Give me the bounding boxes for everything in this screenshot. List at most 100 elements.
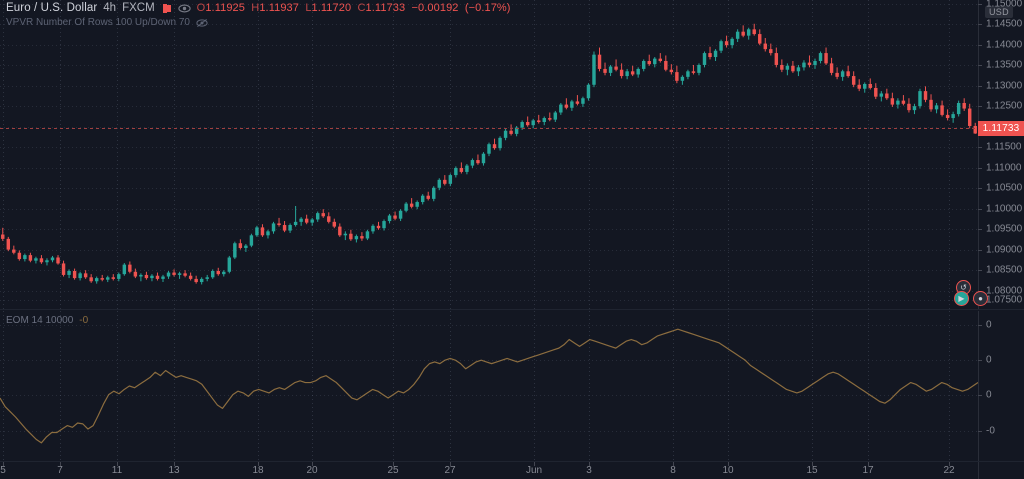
time-axis-label: 11: [111, 465, 123, 476]
price-axis[interactable]: USD 1.15000 1.14500 1.14000 1.13500 1.13000 1…: [978, 0, 1024, 309]
chart-legend-main: Euro / U.S. Dollar 4h FXCM O1.11925 H1.1…: [6, 2, 511, 15]
grid-line-vertical: [812, 311, 813, 461]
exchange-label[interactable]: FXCM: [122, 2, 155, 14]
price-axis-tick: [978, 270, 982, 271]
price-axis-tick: [978, 229, 982, 230]
time-axis-tick: [258, 462, 259, 466]
time-axis-tick: [812, 462, 813, 466]
price-axis-label: 1.08000: [986, 285, 1023, 297]
time-axis-label: 8: [670, 465, 676, 476]
grid-line-vertical: [174, 311, 175, 461]
price-axis-label: 1.12500: [986, 100, 1023, 112]
time-axis-tick: [450, 462, 451, 466]
close-key: C: [357, 2, 366, 14]
grid-line-vertical: [673, 0, 674, 309]
time-axis-label: 20: [306, 465, 318, 476]
time-axis-divider: [978, 462, 979, 479]
eom-axis-label: 0: [986, 389, 992, 401]
grid-line-vertical: [60, 311, 61, 461]
grid-line-vertical: [3, 311, 4, 461]
grid-line-vertical: [174, 0, 175, 309]
currency-badge: USD: [985, 6, 1013, 18]
symbol-title[interactable]: Euro / U.S. Dollar: [6, 2, 98, 14]
chart-legend-vpvr: VPVR Number Of Rows 100 Up/Down 70: [6, 16, 208, 29]
time-axis-tick: [534, 462, 535, 466]
time-axis-label: 13: [168, 465, 180, 476]
grid-line-horizontal: [0, 86, 978, 87]
price-axis-tick: [978, 168, 982, 169]
eom-axis-border: [978, 311, 979, 461]
price-axis-label: 1.10000: [986, 203, 1023, 215]
price-axis-tick: [978, 250, 982, 251]
scroll-to-realtime-button[interactable]: ▶: [954, 291, 969, 306]
grid-line-horizontal: [0, 250, 978, 251]
eom-axis-tick: [978, 360, 982, 361]
pane-divider-top[interactable]: [0, 309, 1024, 310]
grid-line-vertical: [728, 0, 729, 309]
time-axis-tick: [728, 462, 729, 466]
time-axis-tick: [949, 462, 950, 466]
eom-axis[interactable]: 0 0 0 -0: [978, 311, 1024, 461]
eom-label[interactable]: EOM 14 10000: [6, 315, 74, 326]
time-axis-tick: [673, 462, 674, 466]
candlestick-series: [1, 23, 977, 285]
current-price-tag: 1.11733: [978, 121, 1024, 136]
grid-line-horizontal: [0, 325, 978, 326]
time-axis-label: 7: [57, 465, 63, 476]
vpvr-label[interactable]: VPVR Number Of Rows 100 Up/Down 70: [6, 17, 190, 28]
grid-line-vertical: [312, 0, 313, 309]
eom-axis-tick: [978, 431, 982, 432]
time-axis-tick: [868, 462, 869, 466]
grid-line-horizontal: [0, 127, 978, 128]
scroll-to-realtime-icon: ▶: [958, 294, 965, 303]
low-key: L: [305, 2, 312, 14]
time-axis-label: 3: [586, 465, 592, 476]
grid-line-horizontal: [0, 209, 978, 210]
eom-axis-tick: [978, 395, 982, 396]
price-axis-label: 1.09000: [986, 244, 1023, 256]
price-chart-pane[interactable]: [0, 0, 978, 309]
price-axis-tick: [978, 209, 982, 210]
open-key: O: [196, 2, 206, 14]
time-axis-label: 5: [0, 465, 6, 476]
close-value: 1.11733: [365, 2, 406, 14]
time-axis[interactable]: 5 7 11 13 18 20 25 27 Jun 3 8 10 15 17 22: [0, 462, 1024, 479]
grid-line-vertical: [589, 0, 590, 309]
chart-options-button[interactable]: ●: [973, 291, 988, 306]
change-value: −0.00192: [411, 2, 459, 14]
price-axis-label: 1.09500: [986, 223, 1023, 235]
eom-axis-label: 0: [986, 354, 992, 366]
grid-line-vertical: [117, 311, 118, 461]
eom-indicator-pane[interactable]: [0, 311, 978, 461]
candlestick-icon[interactable]: [161, 3, 172, 14]
eye-icon[interactable]: [178, 3, 191, 14]
chart-legend-eom: EOM 14 10000 -0: [6, 314, 88, 327]
grid-line-vertical: [728, 311, 729, 461]
price-axis-label: 1.13000: [986, 80, 1023, 92]
eye-off-icon[interactable]: [196, 18, 208, 28]
interval-label[interactable]: 4h: [103, 2, 117, 14]
time-axis-label: 17: [862, 465, 874, 476]
time-axis-label: 15: [806, 465, 818, 476]
price-axis-tick: [978, 188, 982, 189]
time-axis-label: Jun: [525, 465, 543, 476]
time-axis-tick: [312, 462, 313, 466]
high-value: 1.11937: [259, 2, 299, 14]
price-axis-tick: [978, 86, 982, 87]
grid-line-horizontal: [0, 188, 978, 189]
grid-line-vertical: [258, 0, 259, 309]
pane-divider-bottom[interactable]: [0, 461, 1024, 462]
time-axis-label: 18: [252, 465, 264, 476]
price-axis-tick: [978, 147, 982, 148]
grid-line-vertical: [258, 311, 259, 461]
time-axis-label: 22: [943, 465, 955, 476]
grid-line-vertical: [534, 311, 535, 461]
time-axis-label: 25: [387, 465, 399, 476]
grid-line-horizontal: [0, 24, 978, 25]
open-value: 1.11925: [205, 2, 245, 14]
chart-reset-icon: ↺: [960, 283, 967, 292]
time-axis-tick: [393, 462, 394, 466]
grid-line-vertical: [312, 311, 313, 461]
grid-line-horizontal: [0, 229, 978, 230]
